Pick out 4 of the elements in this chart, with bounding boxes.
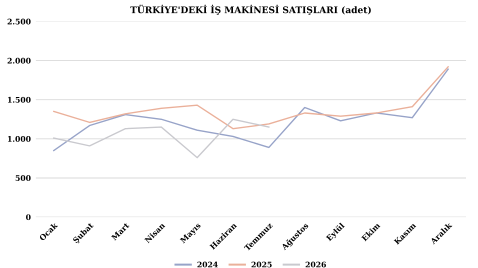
line-series bbox=[53, 66, 449, 130]
chart-title: TÜRKİYE'DEKİ İŞ MAKİNESİ SATIŞLARI (adet) bbox=[130, 4, 371, 15]
line-series bbox=[53, 118, 270, 158]
line-series bbox=[53, 68, 449, 152]
